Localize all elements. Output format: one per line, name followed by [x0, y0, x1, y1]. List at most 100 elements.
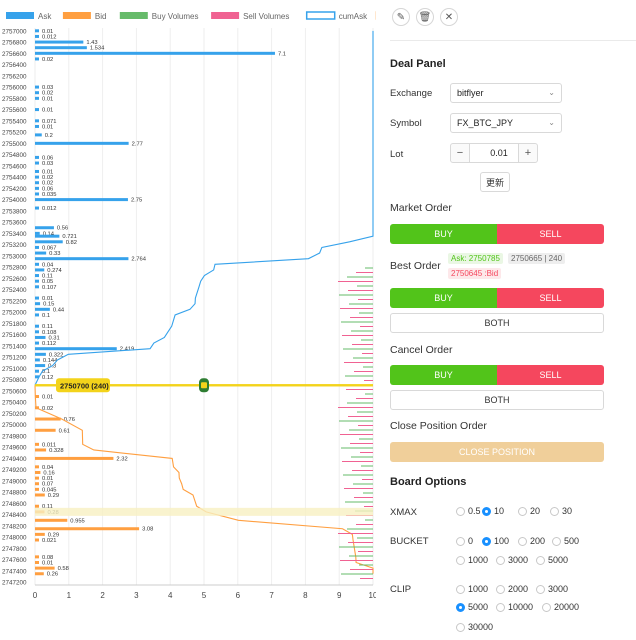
y-tick-label: 2752600 — [2, 276, 27, 283]
legend-label-3: Sell Volumes — [243, 12, 289, 21]
bucket-option-500[interactable]: 500 — [552, 536, 579, 546]
radio-icon — [456, 584, 465, 594]
bid-data-label: 0.955 — [70, 518, 85, 524]
best-buy-button[interactable]: BUY — [390, 288, 497, 308]
x-tick-label: 10 — [369, 591, 376, 600]
y-tick-label: 2755200 — [2, 130, 27, 137]
xmax-option-0.5[interactable]: 0.5 — [456, 506, 481, 516]
xmax-option-20[interactable]: 20 — [518, 506, 540, 516]
toolbar-divider — [390, 40, 636, 41]
y-tick-label: 2748800 — [2, 490, 27, 497]
bid-bar — [35, 560, 39, 564]
x-tick-label: 8 — [303, 591, 308, 600]
bid-data-label: 0.021 — [42, 538, 57, 544]
best-sell-button[interactable]: SELL — [497, 288, 604, 308]
market-buy-button[interactable]: BUY — [390, 224, 497, 244]
ask-bar — [35, 364, 46, 368]
bid-bar — [35, 476, 39, 480]
bucket-option-5000[interactable]: 5000 — [536, 555, 568, 565]
ask-bar — [35, 192, 39, 196]
best-both-button[interactable]: BOTH — [390, 313, 604, 333]
clip-option-30000[interactable]: 30000 — [456, 622, 493, 632]
bucket-option-0[interactable]: 0 — [456, 536, 473, 546]
bucket-option-200[interactable]: 200 — [518, 536, 545, 546]
x-tick-label: 0 — [33, 591, 38, 600]
bid-data-label: 0.08 — [42, 555, 53, 561]
y-tick-label: 2753600 — [2, 220, 27, 227]
bid-data-label: 2.32 — [116, 456, 127, 462]
ask-bar — [35, 198, 128, 202]
chevron-down-icon: ⌄ — [548, 118, 555, 127]
pin-icon[interactable]: ✎ — [392, 8, 410, 26]
radio-label: 30000 — [468, 622, 494, 632]
market-sell-button[interactable]: SELL — [497, 224, 604, 244]
ask-data-label: 2.75 — [131, 198, 142, 204]
clip-option-10000[interactable]: 10000 — [496, 602, 533, 612]
lot-minus-button[interactable]: − — [450, 143, 470, 163]
radio-icon — [536, 555, 545, 565]
x-tick-label: 9 — [337, 591, 342, 600]
x-tick-label: 5 — [202, 591, 207, 600]
bid-bar — [35, 555, 39, 559]
mid-price-label: 2750700 (240) — [60, 381, 109, 390]
symbol-select[interactable]: FX_BTC_JPY ⌄ — [450, 113, 562, 133]
ask-bar — [35, 155, 39, 159]
cancel-both-button[interactable]: BOTH — [390, 390, 604, 410]
ask-data-label: 0.02 — [42, 57, 53, 63]
ask-bar — [35, 175, 39, 179]
bid-bar — [35, 482, 39, 486]
ask-data-label: 0.01 — [42, 169, 53, 175]
ask-bar — [35, 40, 84, 44]
exchange-select[interactable]: bitflyer ⌄ — [450, 83, 562, 103]
radio-icon — [518, 506, 527, 516]
legend-swatch-4 — [305, 11, 336, 20]
ask-data-label: 0.06 — [42, 186, 53, 192]
y-tick-label: 2754600 — [2, 163, 27, 170]
y-tick-label: 2752800 — [2, 265, 27, 272]
symbol-value: FX_BTC_JPY — [457, 118, 514, 128]
bucket-option-1000[interactable]: 1000 — [456, 555, 488, 565]
y-tick-label: 2756600 — [2, 51, 27, 58]
clip-option-3000[interactable]: 3000 — [536, 584, 568, 594]
bucket-option-3000[interactable]: 3000 — [496, 555, 528, 565]
close-icon[interactable]: ✕ — [440, 8, 458, 26]
cancel-buy-button[interactable]: BUY — [390, 365, 497, 385]
trash-icon[interactable]: 🗑 — [416, 8, 434, 26]
cancel-sell-button[interactable]: SELL — [497, 365, 604, 385]
radio-label: 3000 — [548, 584, 569, 594]
clip-label: CLIP — [390, 584, 412, 595]
ask-data-label: 0.01 — [42, 29, 53, 35]
xmax-option-10[interactable]: 10 — [482, 506, 504, 516]
y-tick-label: 2755000 — [2, 141, 27, 148]
ask-bar — [35, 262, 39, 266]
ask-data-label: 1.534 — [90, 46, 105, 52]
clip-option-2000[interactable]: 2000 — [496, 584, 528, 594]
bucket-option-100[interactable]: 100 — [482, 536, 509, 546]
bid-tag: 2750645 :Bid — [448, 268, 502, 279]
ask-bar — [35, 169, 39, 173]
ask-bar — [35, 251, 47, 255]
ask-bar — [35, 279, 39, 283]
y-tick-label: 2757000 — [2, 28, 27, 35]
clip-option-1000[interactable]: 1000 — [456, 584, 488, 594]
y-tick-label: 2754200 — [2, 186, 27, 193]
ask-data-label: 0.31 — [48, 335, 59, 341]
update-button[interactable]: 更新 — [480, 172, 510, 192]
x-tick-label: 2 — [100, 591, 105, 600]
radio-icon — [482, 506, 491, 516]
drag-handle-grip — [201, 382, 207, 389]
radio-label: 10 — [494, 506, 505, 516]
radio-icon — [518, 536, 527, 546]
ask-data-label: 2.764 — [131, 257, 146, 263]
xmax-option-30[interactable]: 30 — [550, 506, 572, 516]
lot-input[interactable]: 0.01 — [470, 143, 528, 163]
lot-plus-button[interactable]: + — [518, 143, 538, 163]
ask-bar — [35, 91, 39, 95]
clip-option-5000[interactable]: 5000 — [456, 602, 488, 612]
ask-data-label: 0.108 — [42, 330, 57, 336]
clip-option-20000[interactable]: 20000 — [542, 602, 579, 612]
close-position-button[interactable]: CLOSE POSITION — [390, 442, 604, 462]
radio-icon — [496, 555, 505, 565]
y-tick-label: 2750600 — [2, 388, 27, 395]
